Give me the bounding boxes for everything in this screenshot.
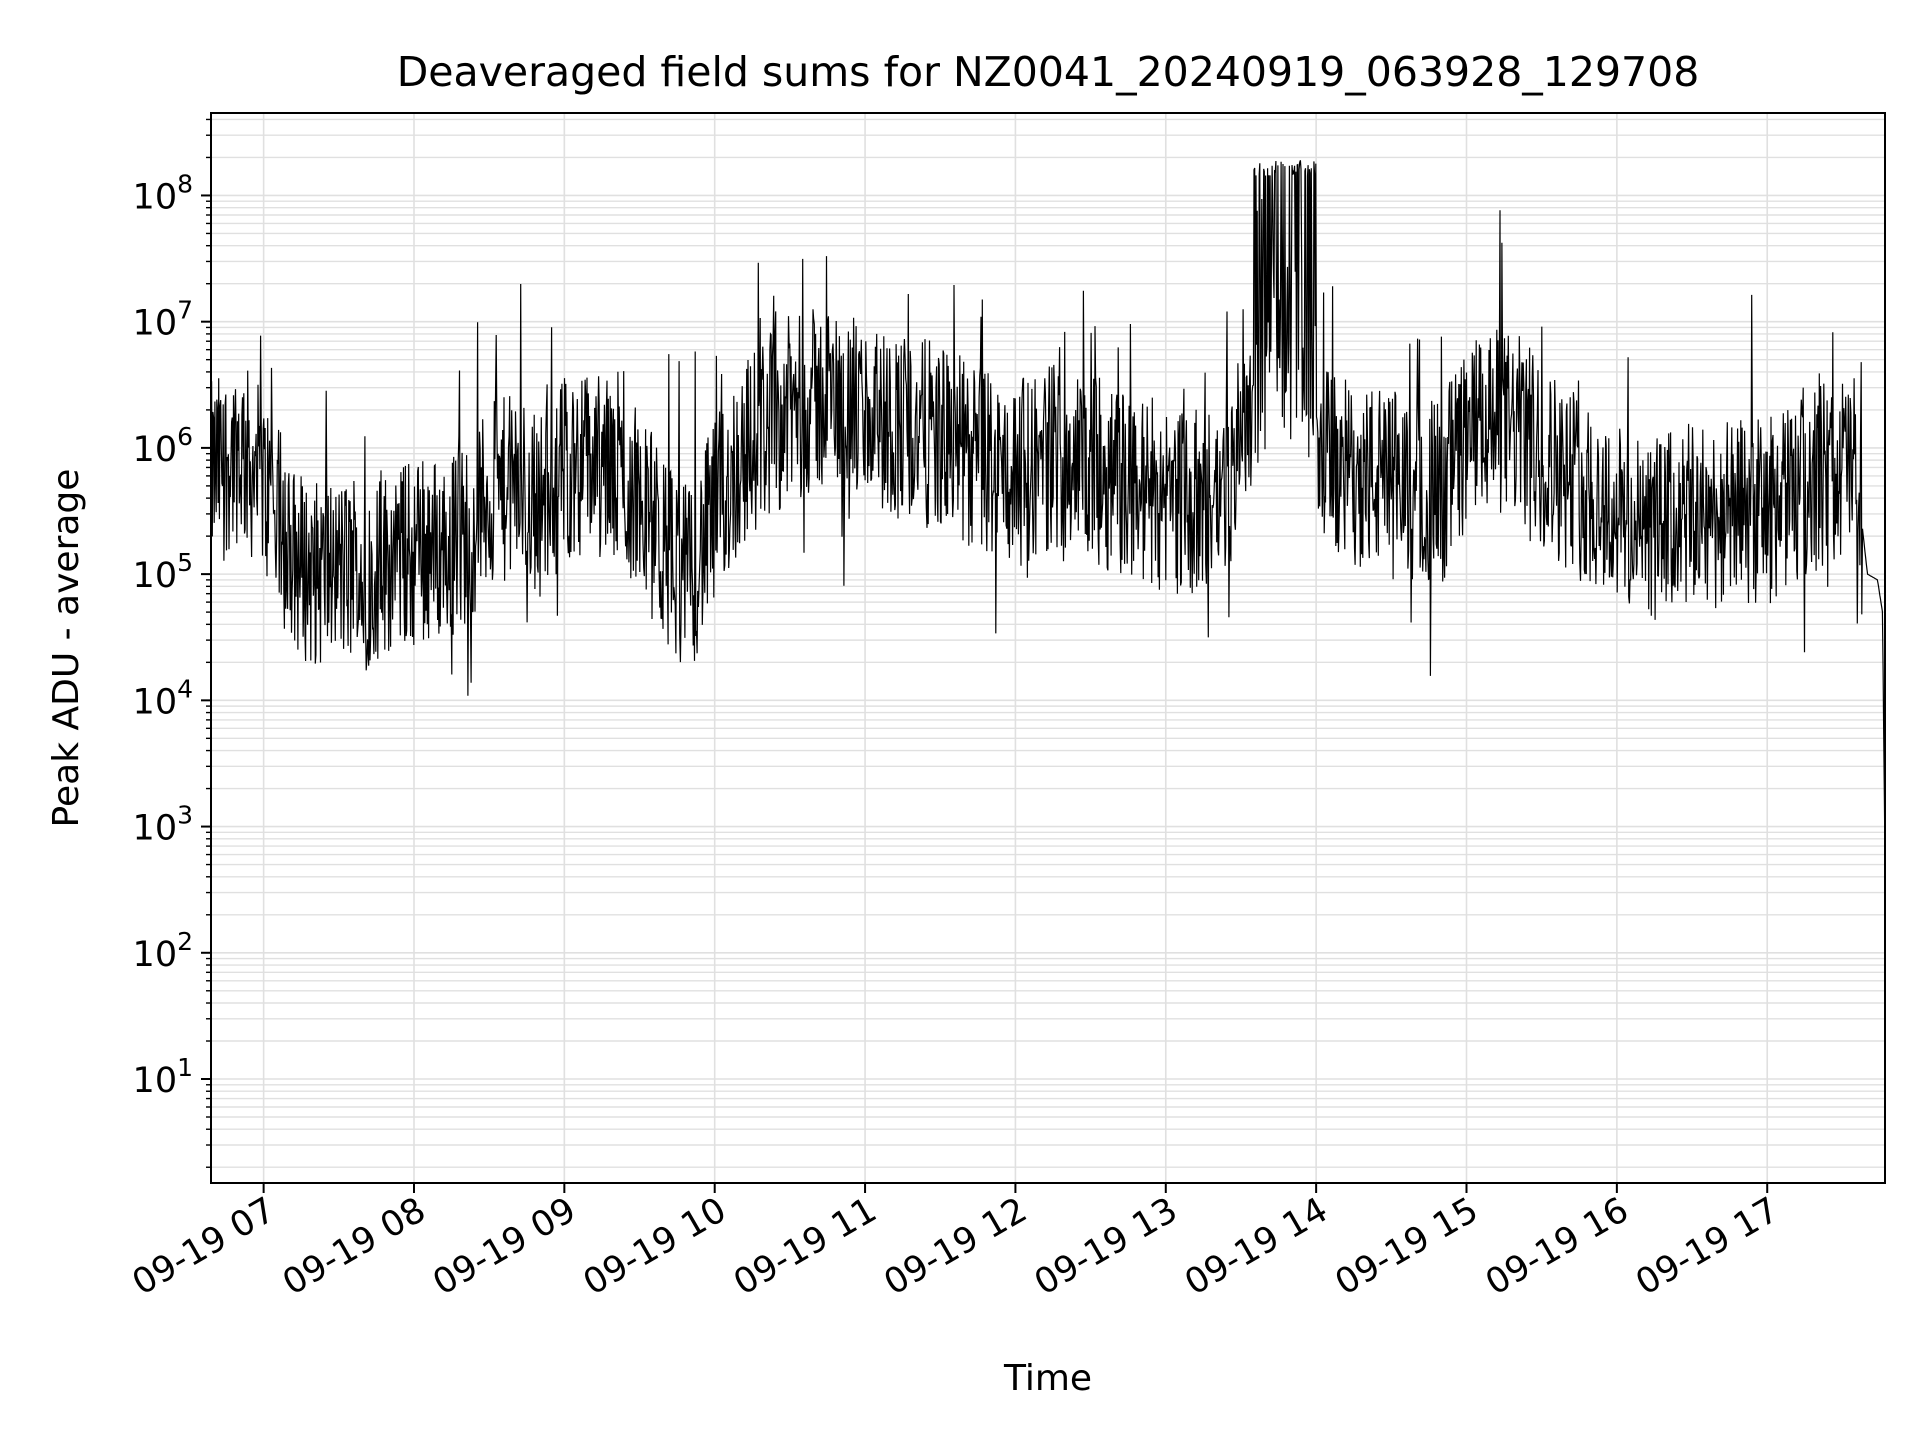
- y-tick-label: 102: [133, 927, 193, 975]
- x-tick-label: 09-19 12: [878, 1190, 1034, 1303]
- series-line: [210, 160, 1886, 865]
- x-tick-label: 09-19 10: [577, 1190, 733, 1303]
- x-tick-label: 09-19 16: [1479, 1190, 1635, 1303]
- y-axis: 101 102 103 104 105 106 107 108: [133, 118, 211, 1168]
- grid: [211, 113, 1885, 1183]
- chart-title: Deaveraged field sums for NZ0041_2024091…: [397, 48, 1700, 96]
- y-tick-label: 104: [133, 674, 193, 722]
- y-tick-label: 101: [133, 1053, 193, 1101]
- x-tick-label: 09-19 09: [427, 1190, 583, 1303]
- x-tick-label: 09-19 11: [727, 1190, 883, 1303]
- y-tick-label: 108: [133, 169, 193, 217]
- y-axis-title: Peak ADU - average: [46, 469, 87, 828]
- x-tick-label: 09-19 14: [1178, 1190, 1334, 1303]
- x-tick-label: 09-19 13: [1028, 1190, 1184, 1303]
- y-tick-label: 107: [133, 296, 193, 344]
- x-axis-title: Time: [1003, 1358, 1092, 1399]
- data-series: [210, 160, 1886, 865]
- y-tick-label: 105: [133, 548, 193, 596]
- x-tick-label: 09-19 08: [276, 1190, 432, 1303]
- x-tick-label: 09-19 15: [1329, 1190, 1485, 1303]
- y-tick-label: 103: [133, 801, 193, 849]
- x-tick-label: 09-19 07: [126, 1190, 282, 1303]
- x-tick-label: 09-19 17: [1629, 1190, 1785, 1303]
- plot-area: [210, 112, 1886, 1184]
- y-tick-label: 106: [133, 422, 193, 470]
